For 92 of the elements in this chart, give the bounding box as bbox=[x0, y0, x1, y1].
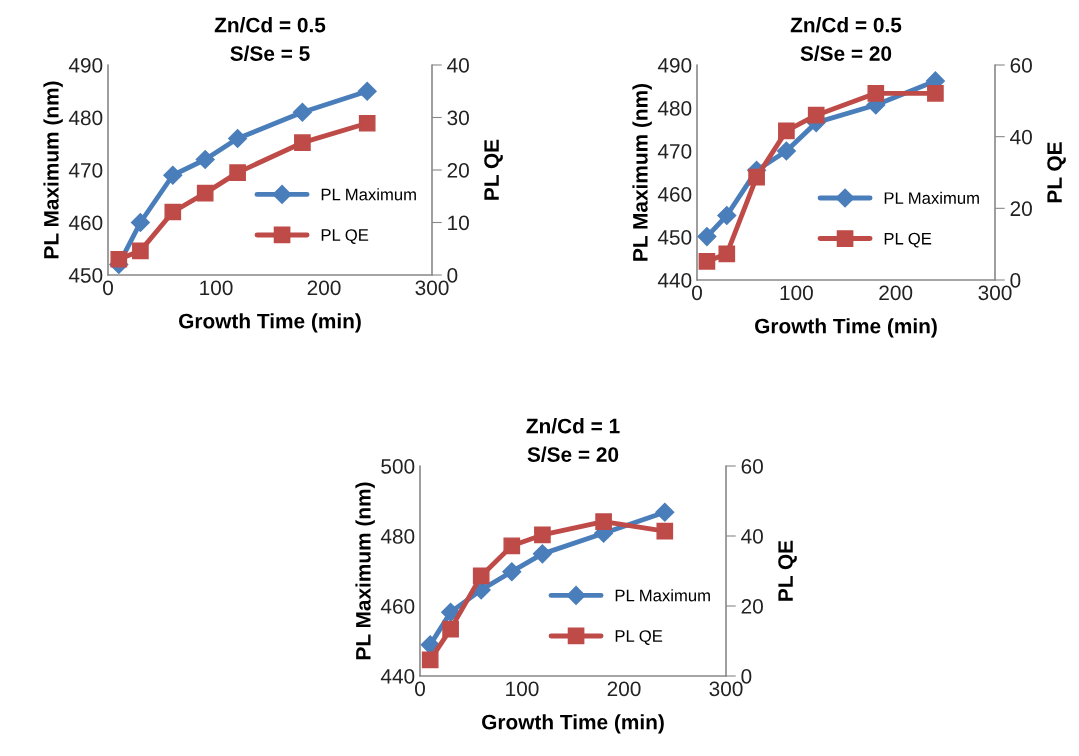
y-tick-label: 440 bbox=[657, 273, 692, 288]
legend-label: PL Maximum bbox=[321, 188, 416, 201]
x-tick-label: 300 bbox=[415, 280, 449, 296]
y2-tick-label: 60 bbox=[741, 459, 763, 474]
y-tick-label: 450 bbox=[68, 268, 103, 283]
y2-tick-label: 0 bbox=[741, 669, 752, 684]
y-tick-label: 450 bbox=[657, 230, 692, 245]
y2-tick-label: 30 bbox=[447, 110, 469, 126]
point bbox=[110, 250, 128, 268]
y2-tick-label: 60 bbox=[1010, 58, 1032, 73]
x-tick-label: 200 bbox=[307, 280, 341, 296]
x-tick-label: 100 bbox=[200, 280, 233, 296]
y2-tick-label: 20 bbox=[741, 599, 763, 614]
point bbox=[472, 567, 490, 585]
y-axis-title: PL Maximum (nm) bbox=[43, 81, 63, 259]
point bbox=[776, 141, 796, 161]
point bbox=[357, 81, 377, 101]
y-tick-label: 440 bbox=[380, 669, 415, 684]
legend-label: PL Maximum bbox=[884, 191, 979, 205]
x-tick-label: 300 bbox=[978, 285, 1012, 301]
point bbox=[697, 227, 717, 247]
y-tick-label: 480 bbox=[380, 529, 415, 544]
y2-tick-label: 40 bbox=[741, 529, 763, 544]
point bbox=[229, 164, 246, 181]
point bbox=[502, 562, 522, 582]
y-tick-label: 470 bbox=[657, 144, 692, 159]
point bbox=[718, 245, 736, 263]
point bbox=[441, 602, 461, 622]
x-tick-label: 200 bbox=[607, 681, 641, 697]
y-tick-label: 480 bbox=[68, 110, 103, 126]
x-tick-label: 200 bbox=[879, 285, 913, 301]
point bbox=[228, 128, 248, 149]
y-tick-label: 460 bbox=[68, 215, 103, 231]
point bbox=[655, 502, 675, 522]
point bbox=[294, 134, 311, 152]
point bbox=[358, 114, 376, 132]
y-tick-label: 470 bbox=[68, 163, 103, 178]
legend-label: PL Maximum bbox=[615, 589, 710, 602]
x-axis-title: Growth Time (min) bbox=[482, 714, 664, 734]
legend-label: PL QE bbox=[321, 229, 369, 244]
y2-axis-title: PL QE bbox=[778, 540, 797, 601]
point bbox=[196, 184, 214, 202]
point bbox=[698, 253, 716, 270]
point bbox=[503, 537, 521, 555]
y-axis-title: PL Maximum (nm) bbox=[355, 482, 375, 660]
y-tick-label: 500 bbox=[381, 459, 415, 474]
y2-tick-label: 20 bbox=[1010, 201, 1032, 217]
y2-axis-title: PL QE bbox=[1047, 142, 1066, 203]
point bbox=[717, 205, 737, 226]
x-axis-title: Growth Time (min) bbox=[179, 313, 361, 333]
point bbox=[748, 168, 765, 186]
y-tick-label: 490 bbox=[657, 58, 692, 73]
y-tick-label: 490 bbox=[68, 58, 103, 73]
y2-tick-label: 20 bbox=[447, 163, 469, 178]
point bbox=[778, 122, 795, 140]
point bbox=[442, 620, 459, 638]
point bbox=[130, 212, 150, 233]
point bbox=[534, 526, 551, 544]
x-tick-label: 100 bbox=[780, 285, 813, 301]
chart-title: Zn/Cd = 1 S/Se = 20 bbox=[526, 418, 620, 463]
point bbox=[867, 84, 885, 102]
point bbox=[132, 242, 149, 260]
point bbox=[807, 106, 825, 124]
point bbox=[421, 651, 439, 669]
chart-title: Zn/Cd = 0.5 S/Se = 20 bbox=[790, 17, 902, 62]
point bbox=[532, 544, 552, 564]
point bbox=[927, 84, 944, 102]
x-tick-label: 100 bbox=[506, 681, 539, 697]
point bbox=[420, 635, 440, 655]
x-tick-label: 300 bbox=[709, 681, 743, 697]
point bbox=[164, 203, 182, 221]
y2-tick-label: 10 bbox=[448, 215, 469, 231]
y2-tick-label: 0 bbox=[447, 268, 458, 283]
y-axis-title: PL Maximum (nm) bbox=[632, 84, 652, 261]
y-tick-label: 460 bbox=[380, 599, 415, 614]
y-tick-label: 460 bbox=[657, 187, 692, 202]
y2-tick-label: 40 bbox=[447, 58, 469, 73]
point bbox=[292, 102, 312, 122]
x-tick-label: 0 bbox=[103, 280, 113, 296]
legend-label: PL QE bbox=[615, 630, 663, 645]
chart-title: Zn/Cd = 0.5 S/Se = 5 bbox=[214, 17, 326, 62]
point bbox=[595, 513, 612, 530]
point bbox=[195, 149, 215, 170]
point bbox=[163, 165, 183, 185]
y2-tick-label: 40 bbox=[1010, 129, 1032, 145]
x-axis-title: Growth Time (min) bbox=[755, 318, 937, 338]
point bbox=[656, 522, 674, 540]
legend-label: PL QE bbox=[884, 232, 932, 248]
y-tick-label: 480 bbox=[657, 101, 692, 116]
x-tick-label: 0 bbox=[692, 285, 702, 301]
y2-axis-title: PL QE bbox=[484, 139, 503, 200]
x-tick-label: 0 bbox=[415, 681, 425, 697]
